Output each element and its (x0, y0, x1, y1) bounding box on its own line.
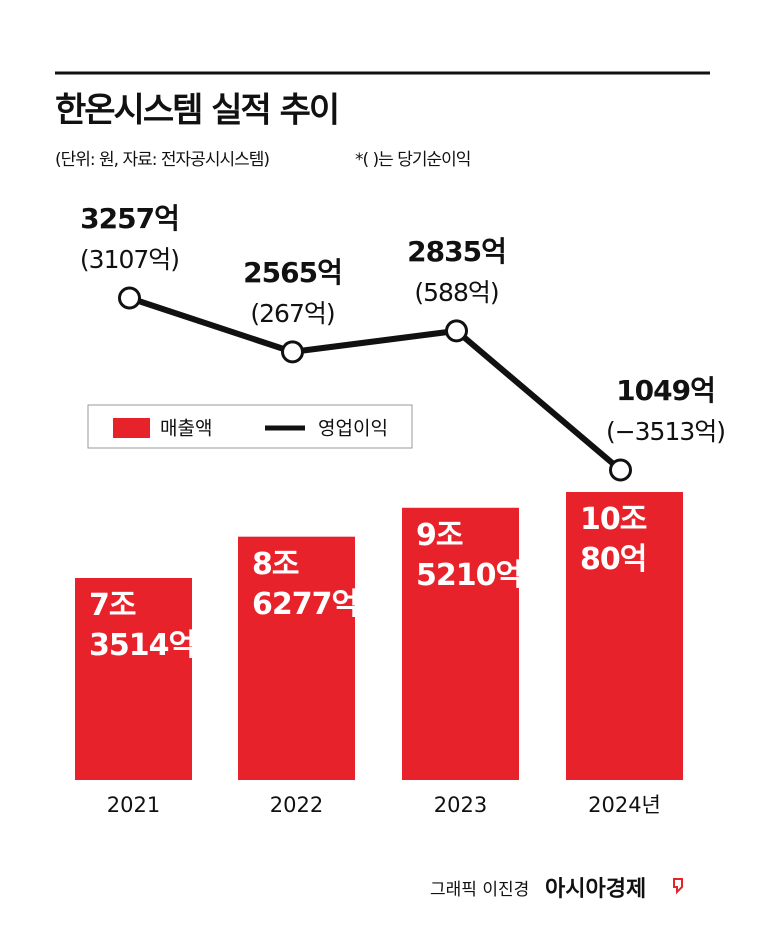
net-income-label: (588억) (414, 278, 498, 307)
bar (566, 492, 683, 780)
credit: 그래픽 이진경 (430, 880, 529, 900)
line-point (281, 340, 304, 364)
bar-value-label: 8조 6277억 (252, 546, 359, 622)
x-tick-label: 2023 (434, 793, 487, 817)
x-tick-label: 2021 (107, 793, 160, 817)
line-value-label: 3257억 (80, 202, 179, 235)
bar (402, 507, 519, 780)
x-tick-label: 2024년 (588, 793, 661, 817)
line (128, 295, 623, 473)
line-value-label: 2565억 (243, 256, 342, 289)
subtitle: (단위: 원, 자료: 전자공시시스템) (55, 150, 269, 170)
legend-label: 매출액 (160, 418, 212, 440)
chart-title: 한온시스템 실적 추이 (55, 91, 338, 131)
line-point (609, 458, 632, 482)
line-point (118, 286, 141, 310)
bar-value-label: 7조 3514억 (89, 588, 196, 663)
source-logo: 아시아경제 (545, 877, 646, 902)
bar-value-label: 10조 80억 (580, 502, 647, 577)
line-value-label: 1049억 (616, 374, 715, 407)
bar-value-label: 9조 5210억 (416, 517, 523, 593)
legend-swatch (113, 418, 150, 438)
legend-label: 영업이익 (318, 418, 388, 440)
note: *( )는 당기순이익 (355, 150, 470, 170)
line-point (445, 319, 468, 343)
x-tick-label: 2022 (270, 793, 323, 817)
logo-icon (673, 878, 683, 895)
net-income-label: (3107억) (80, 245, 179, 274)
line-value-label: 2835억 (407, 235, 506, 268)
bar (75, 578, 192, 780)
bar (238, 536, 355, 780)
net-income-label: (−3513억) (606, 417, 725, 446)
net-income-label: (267억) (250, 299, 334, 328)
